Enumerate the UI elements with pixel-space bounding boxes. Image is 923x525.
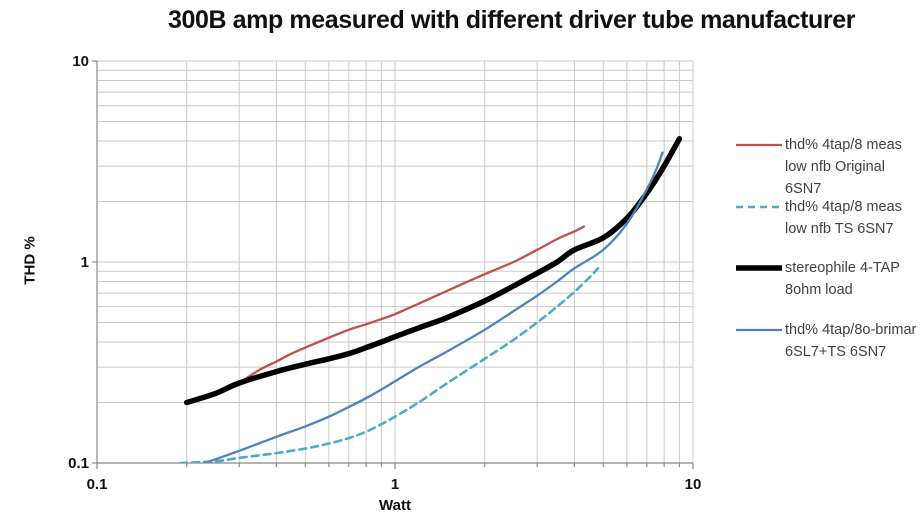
y-tick-label: 0.1 — [68, 455, 89, 472]
gridlines — [97, 60, 694, 463]
x-tick-label: 10 — [685, 476, 702, 493]
y-axis-title: THD % — [21, 236, 39, 285]
chart-title: 300B amp measured with different driver … — [167, 6, 856, 34]
series-curve-0 — [238, 225, 585, 385]
legend-swatch-line — [736, 328, 782, 332]
x-tick-label: 0.1 — [87, 476, 108, 493]
legend-item-label: stereophile 4-TAP 8ohm load — [785, 260, 900, 298]
x-tick-label: 1 — [391, 476, 399, 493]
tick-labels: 0.1 1 10 0.1 1 10 — [68, 53, 701, 493]
curves — [178, 136, 683, 463]
series-curve-3 — [203, 151, 664, 463]
legend-item-label: thd% 4tap/8 meas low nfb TS 6SN7 — [785, 199, 902, 237]
y-tick-label: 1 — [81, 254, 89, 271]
y-tick-label: 10 — [72, 53, 89, 70]
x-axis-title: Watt — [379, 497, 411, 514]
legend-swatch-line — [736, 205, 782, 209]
legend-swatch-line — [736, 265, 782, 271]
legend-item-label: thd% 4tap/8o-brimar 6SL7+TS 6SN7 — [785, 322, 917, 360]
legend-swatch-line — [736, 143, 782, 147]
legend-item-label: thd% 4tap/8 meas low nfb Original 6SN7 — [785, 137, 902, 197]
series-curve-1 — [178, 267, 600, 463]
legend: thd% 4tap/8 meas low nfb Original 6SN7 th… — [735, 0, 921, 525]
series-curve-2 — [183, 136, 683, 406]
